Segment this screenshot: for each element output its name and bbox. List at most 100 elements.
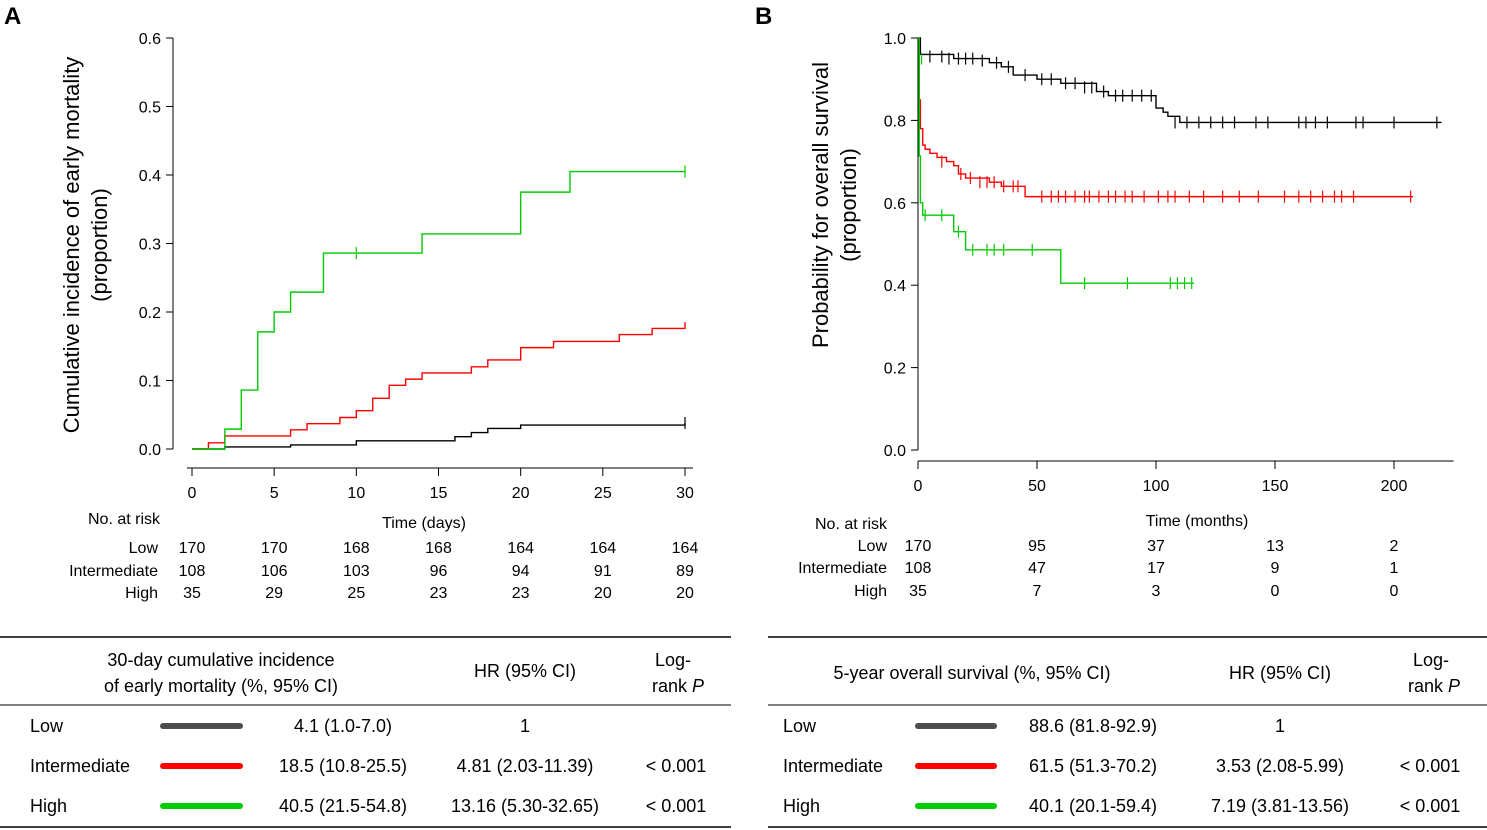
risk-value: 170 — [261, 540, 288, 557]
panel-a-x-axis-label: Time (days) — [382, 515, 466, 532]
x-tick-label: 150 — [1262, 478, 1289, 495]
risk-value: 164 — [672, 540, 699, 557]
panel-b-plot: 0.0 0.2 0.4 0.6 0.8 1.0 0 50 100 150 200 — [884, 31, 1454, 495]
y-tick-label: 0.4 — [884, 278, 906, 295]
table-row: Low 88.6 (81.8-92.9) 1 — [783, 716, 1285, 736]
y-tick-label: 0.2 — [884, 361, 906, 378]
risk-value: 25 — [347, 585, 365, 602]
panel-a-risk-table: Low 170 170 168 168 164 164 164 Intermediate 108 1… — [69, 540, 698, 602]
panel-a-y-axis-label: Cumulative incidence of early mortality — [59, 57, 84, 434]
panel-a-risk-header: No. at risk — [88, 511, 161, 528]
y-tick-label: 0.6 — [139, 31, 161, 48]
y-tick-label: 0.5 — [139, 100, 161, 117]
risk-value: 94 — [512, 563, 530, 580]
panel-b-summary-table: 5-year overall survival (%, 95% CI) HR (… — [768, 636, 1487, 828]
risk-value: 168 — [343, 540, 370, 557]
x-tick-label: 15 — [430, 485, 448, 502]
table-row-label: Intermediate — [30, 756, 130, 776]
risk-value: 17 — [1147, 560, 1165, 577]
table-col1-header-line2: of early mortality (%, 95% CI) — [104, 676, 338, 696]
risk-value: 108 — [179, 563, 206, 580]
table-row-label: High — [30, 796, 67, 816]
panel-a-plot: 0.0 0.1 0.2 0.3 0.4 0.5 0.6 0 5 10 15 20 25 30 — [139, 31, 694, 502]
risk-row-label: High — [125, 585, 158, 602]
table-row-label: High — [783, 796, 820, 816]
y-tick-label: 0.0 — [139, 442, 161, 459]
panel-b-y-axis-label-unit: (proportion) — [836, 148, 861, 262]
panel-b-table-rows: Low 88.6 (81.8-92.9) 1 Intermediate 61.5 (51… — [783, 716, 1460, 816]
table-p-value: < 0.001 — [1400, 756, 1461, 776]
risk-value: 170 — [179, 540, 206, 557]
risk-value: 23 — [430, 585, 448, 602]
risk-value: 108 — [905, 560, 932, 577]
y-tick-label: 0.1 — [139, 374, 161, 391]
y-tick-label: 0.2 — [139, 305, 161, 322]
table-col3-header-line1: Log- — [655, 650, 691, 670]
panel-a-summary-table: 30-day cumulative incidence of early mor… — [0, 636, 731, 828]
table-col1-header: 5-year overall survival (%, 95% CI) — [833, 663, 1110, 683]
risk-value: 91 — [594, 563, 612, 580]
y-tick-label: 1.0 — [884, 31, 906, 48]
series-line-high — [192, 170, 685, 450]
risk-value: 35 — [909, 583, 927, 600]
panel-b-x-axis-label: Time (months) — [1146, 513, 1249, 530]
panel-b-risk-header: No. at risk — [815, 516, 888, 533]
y-tick-label: 0.6 — [884, 196, 906, 213]
risk-row-label: Intermediate — [798, 560, 887, 577]
table-value: 4.1 (1.0-7.0) — [294, 716, 392, 736]
risk-value: 7 — [1033, 583, 1042, 600]
y-tick-label: 0.8 — [884, 113, 906, 130]
table-row: Intermediate 18.5 (10.8-25.5) 4.81 (2.03-1… — [30, 756, 706, 776]
y-tick-label: 0.4 — [139, 168, 161, 185]
risk-value: 3 — [1152, 583, 1161, 600]
x-tick-label: 50 — [1028, 478, 1046, 495]
risk-value: 0 — [1271, 583, 1280, 600]
risk-row-label: Low — [858, 538, 888, 555]
table-hr: 13.16 (5.30-32.65) — [451, 796, 599, 816]
risk-row-label: Intermediate — [69, 563, 158, 580]
risk-value: 168 — [425, 540, 452, 557]
table-row-label: Intermediate — [783, 756, 883, 776]
table-col3-header-line1: Log- — [1413, 650, 1449, 670]
panel-b-series — [918, 37, 1442, 290]
table-value: 40.5 (21.5-54.8) — [279, 796, 407, 816]
risk-value: 89 — [676, 563, 694, 580]
risk-value: 23 — [512, 585, 530, 602]
table-hr: 7.19 (3.81-13.56) — [1211, 796, 1349, 816]
table-col3-header-line2: rank P — [652, 676, 704, 696]
panel-a-letter: A — [4, 3, 21, 30]
x-tick-label: 20 — [512, 485, 530, 502]
table-col2-header: HR (95% CI) — [1229, 663, 1331, 683]
risk-value: 37 — [1147, 538, 1165, 555]
table-hr: 3.53 (2.08-5.99) — [1216, 756, 1344, 776]
x-tick-label: 10 — [347, 485, 365, 502]
risk-value: 47 — [1028, 560, 1046, 577]
risk-row-label: High — [854, 583, 887, 600]
risk-value: 13 — [1266, 538, 1284, 555]
panel-b-y-axis-label: Probability for overall survival — [808, 62, 833, 348]
panel-b-axes: 0.0 0.2 0.4 0.6 0.8 1.0 0 50 100 150 200 — [884, 31, 1454, 495]
risk-value: 95 — [1028, 538, 1046, 555]
table-col1-header-line1: 30-day cumulative incidence — [107, 650, 334, 670]
series-line-intermediate — [918, 37, 1414, 198]
risk-value: 103 — [343, 563, 370, 580]
logrank-p: P — [1448, 676, 1460, 696]
logrank-text: rank — [652, 676, 692, 696]
table-row-label: Low — [30, 716, 64, 736]
series-line-high — [918, 37, 1195, 284]
table-hr: 1 — [520, 716, 530, 736]
risk-value: 2 — [1390, 538, 1399, 555]
table-value: 88.6 (81.8-92.9) — [1029, 716, 1157, 736]
x-tick-label: 30 — [676, 485, 694, 502]
table-row: Intermediate 61.5 (51.3-70.2) 3.53 (2.08-5… — [783, 756, 1460, 776]
table-row: High 40.1 (20.1-59.4) 7.19 (3.81-13.56) < 0… — [783, 796, 1460, 816]
table-row: High 40.5 (21.5-54.8) 13.16 (5.30-32.65) < … — [30, 796, 706, 816]
table-col2-header: HR (95% CI) — [474, 661, 576, 681]
table-value: 61.5 (51.3-70.2) — [1029, 756, 1157, 776]
risk-value: 170 — [905, 538, 932, 555]
risk-value: 29 — [265, 585, 283, 602]
panel-a-y-axis-label-unit: (proportion) — [87, 188, 112, 302]
risk-value: 20 — [676, 585, 694, 602]
x-tick-label: 0 — [914, 478, 923, 495]
risk-value: 1 — [1390, 560, 1399, 577]
